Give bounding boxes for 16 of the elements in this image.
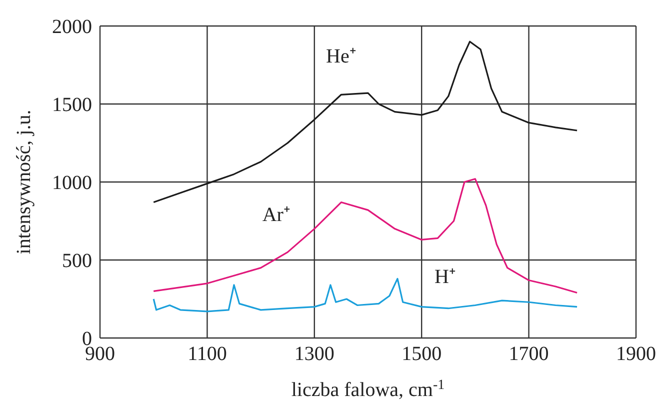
- y-tick-label: 1500: [52, 94, 92, 116]
- y-axis-title: intensywność, j.u.: [13, 110, 35, 254]
- x-tick-label: 1100: [188, 343, 227, 366]
- x-tick-label: 1900: [616, 343, 656, 366]
- y-tick-label: 2000: [52, 16, 92, 38]
- x-tick-label: 1500: [402, 343, 442, 366]
- x-axis-title: liczba falowa, cm$^{-1}$: [291, 378, 445, 401]
- y-tick-label: 1000: [52, 172, 92, 194]
- y-tick-label: 500: [62, 250, 92, 272]
- x-tick-label: 1300: [294, 343, 334, 366]
- series-label: He⁺: [326, 46, 356, 68]
- series-label: H⁺: [434, 266, 456, 288]
- x-tick-label: 1700: [508, 343, 549, 366]
- line-series: [152, 178, 578, 294]
- series-label: Ar⁺: [262, 204, 290, 226]
- line-series: [152, 40, 578, 204]
